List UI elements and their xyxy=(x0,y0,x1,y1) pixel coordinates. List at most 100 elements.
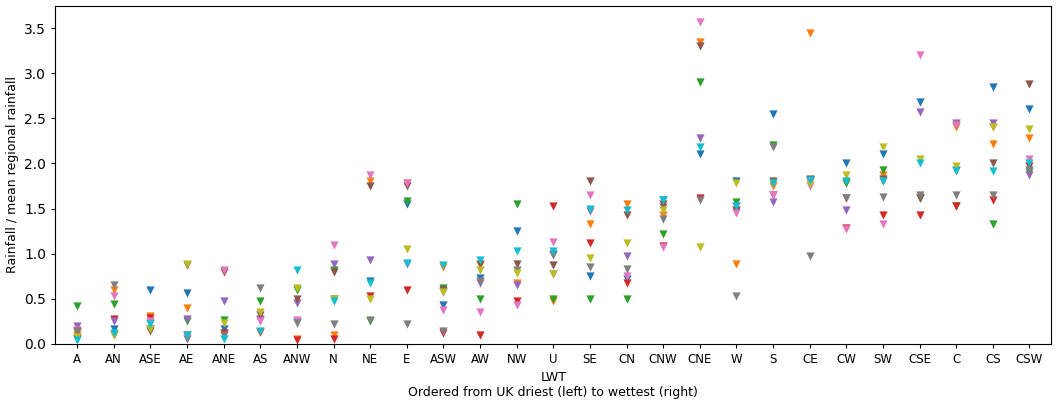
Point xyxy=(948,122,965,128)
Point xyxy=(361,257,378,263)
Point xyxy=(691,43,708,49)
Point xyxy=(691,144,708,150)
Point xyxy=(216,332,233,338)
Point xyxy=(691,38,708,45)
Point xyxy=(106,315,123,322)
Point xyxy=(142,286,159,293)
Point xyxy=(508,280,525,287)
Point xyxy=(142,313,159,319)
Point xyxy=(142,314,159,321)
Point xyxy=(216,325,233,332)
Point xyxy=(471,296,488,302)
Point xyxy=(581,192,598,198)
Point xyxy=(874,166,891,173)
Point xyxy=(838,194,855,201)
Point xyxy=(874,151,891,158)
Point xyxy=(289,337,305,343)
Point xyxy=(69,322,86,329)
Point xyxy=(106,301,123,307)
Point xyxy=(728,207,745,213)
Point xyxy=(361,178,378,185)
Point xyxy=(691,151,708,158)
Point xyxy=(544,252,561,259)
Point xyxy=(434,264,451,271)
Point xyxy=(838,178,855,185)
Point xyxy=(1021,126,1038,132)
Point xyxy=(508,297,525,304)
Point xyxy=(326,261,342,268)
Point xyxy=(434,330,451,336)
Point xyxy=(618,253,635,260)
Point xyxy=(326,296,342,302)
Point xyxy=(1021,163,1038,169)
Point xyxy=(398,198,415,205)
Point xyxy=(361,296,378,302)
Point xyxy=(581,240,598,246)
Point xyxy=(764,111,781,117)
Point xyxy=(544,248,561,254)
Point xyxy=(326,241,342,248)
Point xyxy=(106,282,123,288)
Point xyxy=(398,180,415,187)
Point xyxy=(618,296,635,302)
Point xyxy=(874,175,891,182)
Point xyxy=(142,328,159,335)
Point xyxy=(142,325,159,332)
Point xyxy=(838,160,855,167)
Point xyxy=(289,266,305,273)
Point xyxy=(326,266,342,273)
Point xyxy=(289,285,305,291)
Point xyxy=(911,194,928,201)
Point xyxy=(691,79,708,85)
Point xyxy=(874,172,891,178)
Point xyxy=(106,286,123,293)
Point xyxy=(106,332,123,338)
Point xyxy=(326,298,342,305)
Point xyxy=(948,124,965,130)
Point xyxy=(361,183,378,189)
Point xyxy=(471,257,488,263)
Point xyxy=(398,201,415,207)
Point xyxy=(764,142,781,149)
Point xyxy=(216,330,233,336)
Point xyxy=(361,280,378,287)
Point xyxy=(398,180,415,187)
Point xyxy=(252,312,268,318)
Point xyxy=(618,279,635,286)
Point xyxy=(691,244,708,251)
Point xyxy=(874,221,891,227)
Point xyxy=(179,305,196,311)
Point xyxy=(984,124,1001,130)
Point xyxy=(654,196,671,203)
Point xyxy=(106,326,123,333)
Point xyxy=(471,332,488,338)
Point xyxy=(544,262,561,269)
Point xyxy=(434,286,451,293)
Point xyxy=(69,337,86,343)
Point xyxy=(69,333,86,340)
Point xyxy=(618,276,635,282)
Point xyxy=(801,183,818,189)
Point xyxy=(911,212,928,218)
Point xyxy=(544,202,561,209)
Y-axis label: Rainfall / mean regional rainfall: Rainfall / mean regional rainfall xyxy=(5,76,19,273)
Point xyxy=(948,163,965,169)
Point xyxy=(911,194,928,201)
Point xyxy=(948,192,965,198)
Point xyxy=(471,280,488,287)
Point xyxy=(361,277,378,284)
Point xyxy=(361,318,378,324)
Point xyxy=(434,302,451,308)
Point xyxy=(179,333,196,340)
Point xyxy=(654,243,671,249)
Point xyxy=(764,192,781,198)
Point xyxy=(728,180,745,187)
Point xyxy=(691,196,708,203)
Point xyxy=(142,325,159,332)
Point xyxy=(874,212,891,218)
Point xyxy=(728,178,745,185)
Point xyxy=(434,289,451,296)
Point xyxy=(179,336,196,343)
Point xyxy=(398,286,415,293)
Point xyxy=(948,202,965,209)
